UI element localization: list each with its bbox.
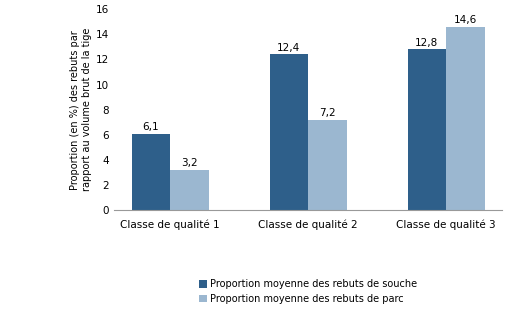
Text: 14,6: 14,6 [454,15,477,25]
Y-axis label: Proportion (en %) des rebuts par
rapport au volume brut de la tige: Proportion (en %) des rebuts par rapport… [70,28,92,191]
Bar [308,120,347,210]
Bar [170,170,209,210]
Text: 12,8: 12,8 [415,38,438,48]
Bar [269,54,308,210]
Text: 12,4: 12,4 [277,43,300,53]
Bar [408,49,446,210]
Bar [132,133,170,210]
Text: 3,2: 3,2 [181,158,198,168]
Text: 6,1: 6,1 [142,122,159,132]
Legend: Proportion moyenne des rebuts de souche, Proportion moyenne des rebuts de parc: Proportion moyenne des rebuts de souche,… [199,279,418,304]
Bar [446,27,485,210]
Text: 7,2: 7,2 [319,108,336,118]
